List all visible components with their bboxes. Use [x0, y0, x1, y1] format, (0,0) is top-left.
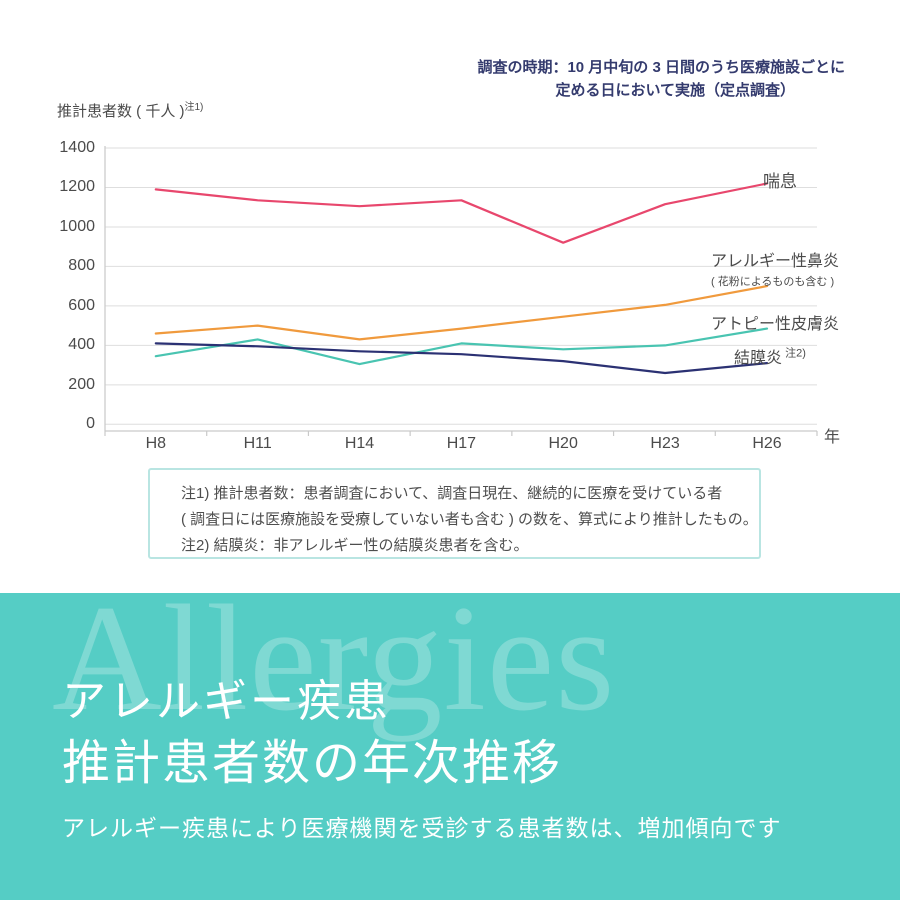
survey-timing-line2: 定める日において実施（定点調査） [555, 82, 795, 100]
series-line-atopic-dermatitis [154, 327, 769, 366]
legend-subtext-allergic-rhinitis: ( 花粉によるものも含む ) [711, 276, 835, 288]
legend-text-allergic-rhinitis: アレルギー性鼻炎 [711, 253, 840, 270]
x-tick-label-H14: H14 [344, 435, 375, 452]
y-tick-label: 600 [68, 296, 95, 314]
legend-text-asthma: 喘息 [763, 172, 797, 191]
footnotes-box: 注1) 推計患者数：患者調査において、調査日現在、継続的に医療を受けている者 (… [148, 468, 761, 559]
legend-label-conjunctivitis: 結膜炎 注2) [734, 344, 806, 368]
line-chart [104, 146, 818, 436]
y-tick-label: 1000 [59, 217, 95, 235]
legend-label-asthma: 喘息 [763, 167, 797, 192]
series-line-allergic-rhinitis [154, 285, 769, 341]
y-tick-label: 1400 [59, 139, 95, 156]
legend-label-atopic-dermatitis: アトピー性皮膚炎 [711, 310, 839, 334]
footnote-2: 注2) 結膜炎：非アレルギー性の結膜炎患者を含む。 [181, 536, 529, 554]
x-axis-unit-label: 年 [824, 429, 841, 446]
y-axis-title-text: 推計患者数 ( 千人 ) [57, 103, 185, 120]
banner-watermark-text: Allergies [52, 593, 616, 742]
y-axis-title: 推計患者数 ( 千人 )注1) [57, 98, 203, 121]
survey-timing-line1: 調査の時期：10 月中旬の 3 日間のうち医療施設ごとに [477, 59, 845, 76]
x-tick-label-H8: H8 [145, 435, 167, 452]
series-line-conjunctivitis [154, 342, 769, 375]
x-tick-label-H20: H20 [548, 435, 578, 452]
y-tick-label: 200 [68, 375, 95, 393]
footnote-1-line1: 注1) 推計患者数：患者調査において、調査日現在、継続的に医療を受けている者 [181, 485, 723, 502]
legend-label-allergic-rhinitis: アレルギー性鼻炎 ( 花粉によるものも含む ) [711, 247, 839, 289]
x-tick-label-H11: H11 [243, 435, 272, 452]
title-banner: Allergies アレルギー疾患 推計患者数の年次推移 アレルギー疾患により医… [0, 593, 900, 900]
legend-text-atopic-dermatitis: アトピー性皮膚炎 [711, 316, 840, 333]
y-tick-label: 0 [86, 415, 95, 433]
y-tick-label: 800 [68, 257, 95, 275]
y-tick-label: 1200 [59, 178, 95, 196]
banner-title-line1: アレルギー疾患 [62, 677, 391, 726]
survey-timing-note: 調査の時期：10 月中旬の 3 日間のうち医療施設ごとに 定める日において実施（… [477, 56, 845, 103]
banner-subtitle: アレルギー疾患により医療機関を受診する患者数は、増加傾向です [62, 816, 782, 841]
y-tick-label: 400 [68, 336, 95, 354]
x-tick-label-H26: H26 [752, 435, 782, 452]
x-tick-label-H23: H23 [650, 435, 680, 452]
legend-note-ref-conjunctivitis: 注2) [782, 347, 806, 360]
x-tick-label-H17: H17 [446, 435, 477, 452]
footnote-1-line2: ( 調査日には医療施設を受療していない者も含む ) の数を、算式により推計したも… [181, 510, 758, 528]
series-line-asthma [154, 182, 769, 244]
banner-title-line2: 推計患者数の年次推移 [62, 737, 563, 790]
y-axis-title-note-ref: 注1) [184, 102, 204, 113]
legend-text-conjunctivitis: 結膜炎 [734, 350, 783, 367]
